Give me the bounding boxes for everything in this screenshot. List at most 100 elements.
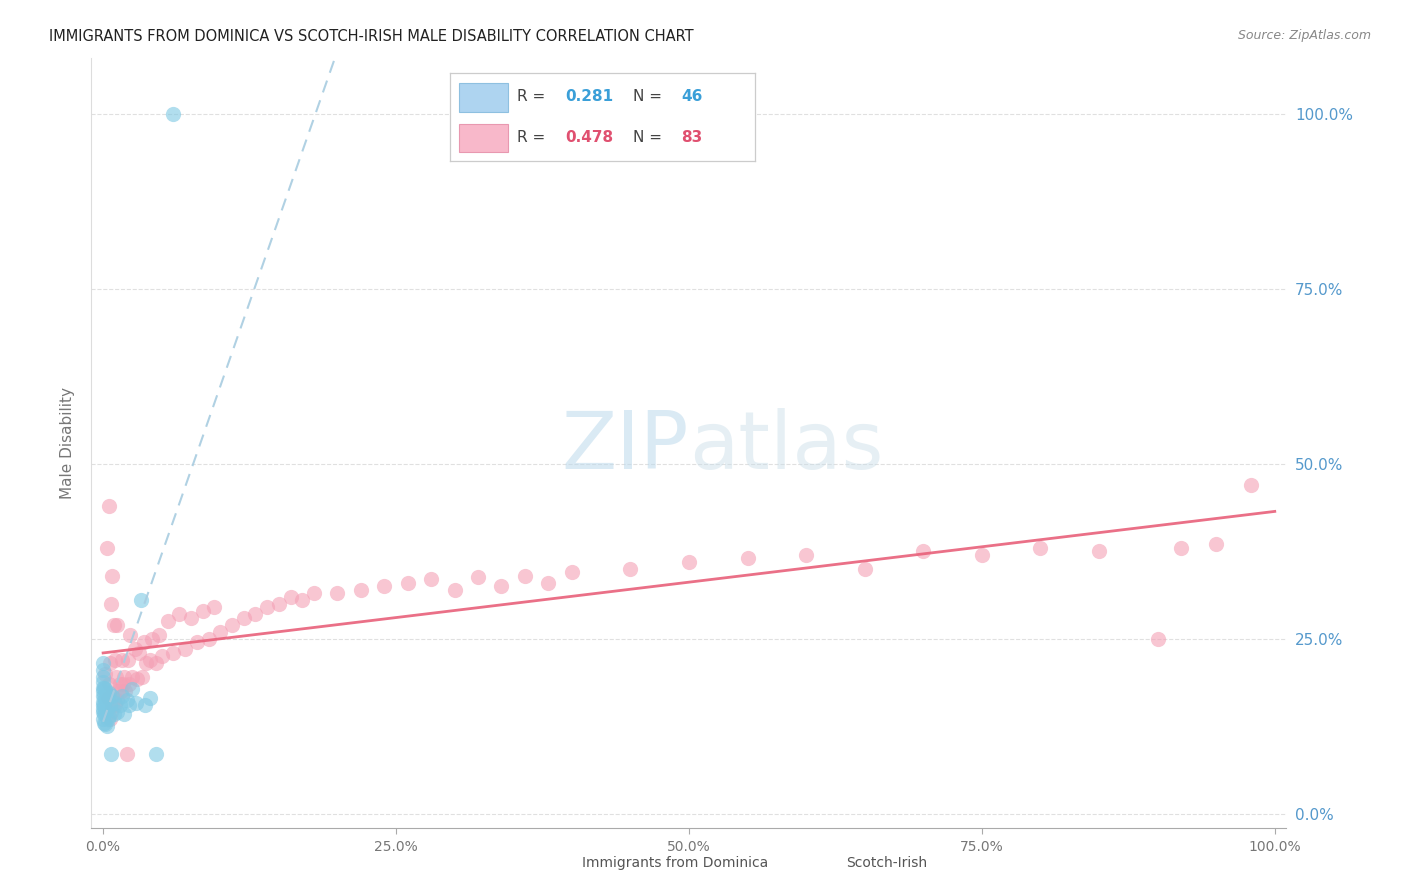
Point [1205,537,1227,551]
Text: IMMIGRANTS FROM DOMINICA VS SCOTCH-IRISH MALE DISABILITY CORRELATION CHART: IMMIGRANTS FROM DOMINICA VS SCOTCH-IRISH… [49,29,693,44]
Point [135,657,157,671]
Point [91,684,114,698]
Point [737,551,759,566]
Point [91,675,114,690]
Point [103,691,125,706]
Point [98,712,121,726]
Point [91,702,114,716]
Point [100,747,122,762]
Point [134,698,156,713]
Point [124,642,146,657]
Point [145,657,167,671]
Point [537,575,560,590]
Point [1029,541,1052,555]
Point [98,499,120,513]
Point [107,684,129,698]
Point [91,690,114,704]
Point [191,604,214,618]
Point [91,657,114,671]
Point [105,670,127,684]
Point [162,107,184,121]
Point [100,597,122,611]
Point [93,681,115,695]
Point [101,698,124,713]
Point [94,682,117,697]
Point [156,615,179,629]
Point [1088,544,1111,558]
Point [117,653,139,667]
Point [141,632,163,646]
Point [245,607,267,622]
Point [115,747,138,762]
Point [326,586,349,600]
Point [118,698,141,713]
Point [162,646,184,660]
Text: Scotch-Irish: Scotch-Irish [846,856,928,871]
Point [128,646,150,660]
Point [93,715,115,730]
Point [98,708,120,723]
Point [96,541,118,555]
Point [420,572,443,586]
Text: Immigrants from Dominica: Immigrants from Dominica [582,856,768,871]
Point [120,628,141,642]
Point [467,570,489,584]
Point [104,653,127,667]
Point [1170,541,1192,555]
Point [794,548,817,562]
Point [103,617,125,632]
Point [912,544,935,558]
Point [103,707,125,722]
Point [94,693,117,707]
Point [111,690,134,704]
Point [114,684,136,698]
Point [97,691,120,706]
Point [108,677,131,691]
Point [291,593,314,607]
Point [112,707,135,722]
Y-axis label: Male Disability: Male Disability [60,387,76,499]
Point [112,670,135,684]
Point [678,555,700,569]
Point [1240,478,1263,492]
Point [169,607,191,622]
Point [101,569,124,583]
Point [256,600,278,615]
Point [96,703,118,717]
Point [98,677,120,691]
Point [112,677,135,691]
Point [97,712,120,726]
Point [280,590,302,604]
Point [1146,632,1168,646]
Point [132,635,156,649]
Point [619,562,641,576]
Point [150,649,173,664]
Point [96,719,118,733]
Point [105,617,128,632]
Point [202,600,225,615]
Point [350,582,373,597]
Point [94,717,117,731]
Point [970,548,993,562]
Point [129,593,152,607]
Point [118,677,141,691]
Point [491,579,513,593]
Point [125,696,148,710]
Point [180,611,202,625]
Point [98,686,120,700]
Point [186,635,208,649]
Point [105,693,128,707]
Point [98,657,121,671]
Point [91,663,114,677]
Point [267,597,290,611]
Point [443,582,465,597]
Point [97,691,120,706]
Point [91,706,114,720]
Point [853,562,876,576]
Point [209,624,232,639]
Point [104,696,127,710]
Point [91,695,114,709]
Point [93,690,115,704]
Point [108,698,131,713]
Point [561,566,583,580]
